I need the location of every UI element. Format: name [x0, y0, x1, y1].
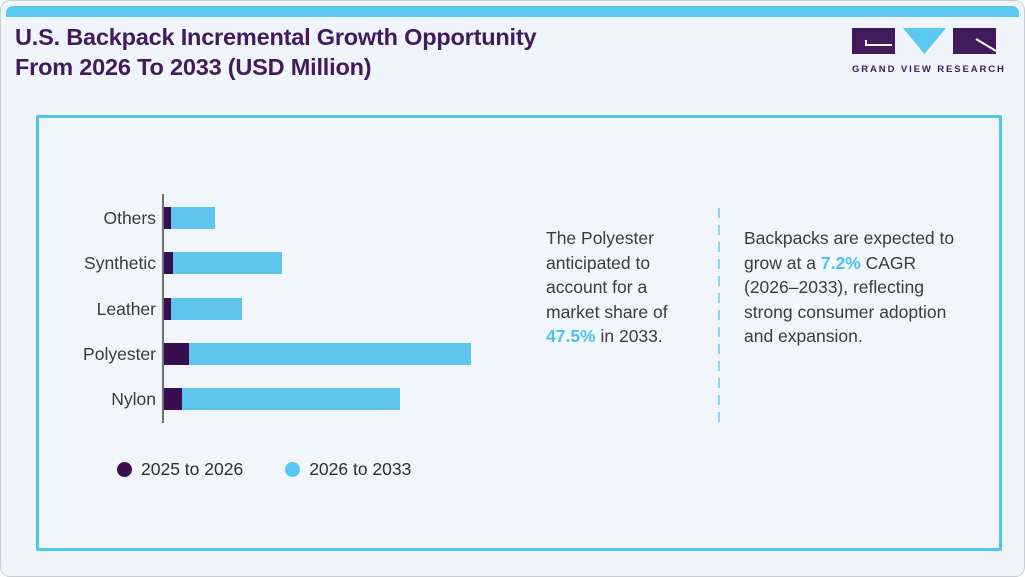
bar-track [164, 207, 215, 229]
bar-row-polyester: Polyester [39, 343, 999, 365]
bar-track [164, 388, 401, 410]
annotation-text: The Polyester anticipated to account for… [546, 228, 668, 322]
top-accent-bar [6, 6, 1019, 17]
bar-track [164, 343, 471, 365]
annotation-text: CAGR (2026–2033), reflecting strong cons… [744, 252, 947, 347]
page-title-line2: From 2026 To 2033 (USD Million) [15, 54, 372, 80]
page-title-line1: U.S. Backpack Incremental Growth Opportu… [15, 24, 537, 50]
bar-segment-purple [164, 343, 189, 365]
annotation-text: Backpacks are expected to grow at a [744, 228, 955, 273]
bar-track [164, 298, 242, 320]
bar-track [164, 252, 282, 274]
category-label: Others [103, 208, 156, 228]
bar-segment-blue [188, 343, 471, 365]
legend-item-2026-2033: 2026 to 2033 [285, 459, 411, 480]
dashed-divider [718, 208, 720, 423]
chart-legend: 2025 to 2026 2026 to 2033 [117, 459, 411, 480]
bar-segment-blue [171, 207, 215, 229]
bar-segment-blue [171, 298, 242, 320]
chart-panel: Others Synthetic Leather Polyester Nylon 202… [36, 115, 1002, 551]
grand-view-research-logo: GRAND VIEW RESEARCH [852, 28, 1006, 75]
bar-segment-purple [164, 388, 183, 410]
polyester-annotation: The Polyester anticipated to account for… [546, 226, 704, 349]
page-title: U.S. Backpack Incremental Growth Opportu… [15, 22, 735, 82]
bar-row-synthetic: Synthetic [39, 252, 999, 274]
legend-swatch-purple [117, 462, 132, 477]
category-label: Nylon [111, 389, 156, 409]
annotation-highlight-cagr: 7.2% [820, 252, 861, 273]
legend-label: 2026 to 2033 [309, 459, 412, 479]
gvr-logo-icon [852, 28, 997, 54]
legend-item-2025-2026: 2025 to 2026 [117, 459, 243, 480]
category-label: Polyester [83, 344, 156, 364]
annotation-text: in 2033. [595, 326, 663, 346]
bar-segment-blue [182, 388, 401, 410]
cagr-annotation: Backpacks are expected to grow at a 7.2%… [744, 226, 966, 349]
bar-row-leather: Leather [39, 298, 999, 320]
legend-label: 2025 to 2026 [141, 459, 244, 479]
logo-wordmark: GRAND VIEW RESEARCH [852, 64, 1006, 75]
category-label: Synthetic [84, 253, 156, 273]
annotation-highlight-percent: 47.5% [546, 326, 596, 346]
bar-row-others: Others [39, 207, 999, 229]
bar-segment-purple [164, 207, 172, 229]
bar-segment-purple [164, 252, 173, 274]
bar-row-nylon: Nylon [39, 388, 999, 410]
bar-segment-blue [172, 252, 282, 274]
category-axis-line [162, 194, 164, 423]
bar-segment-purple [164, 298, 172, 320]
legend-swatch-blue [285, 462, 301, 477]
category-label: Leather [96, 299, 156, 319]
